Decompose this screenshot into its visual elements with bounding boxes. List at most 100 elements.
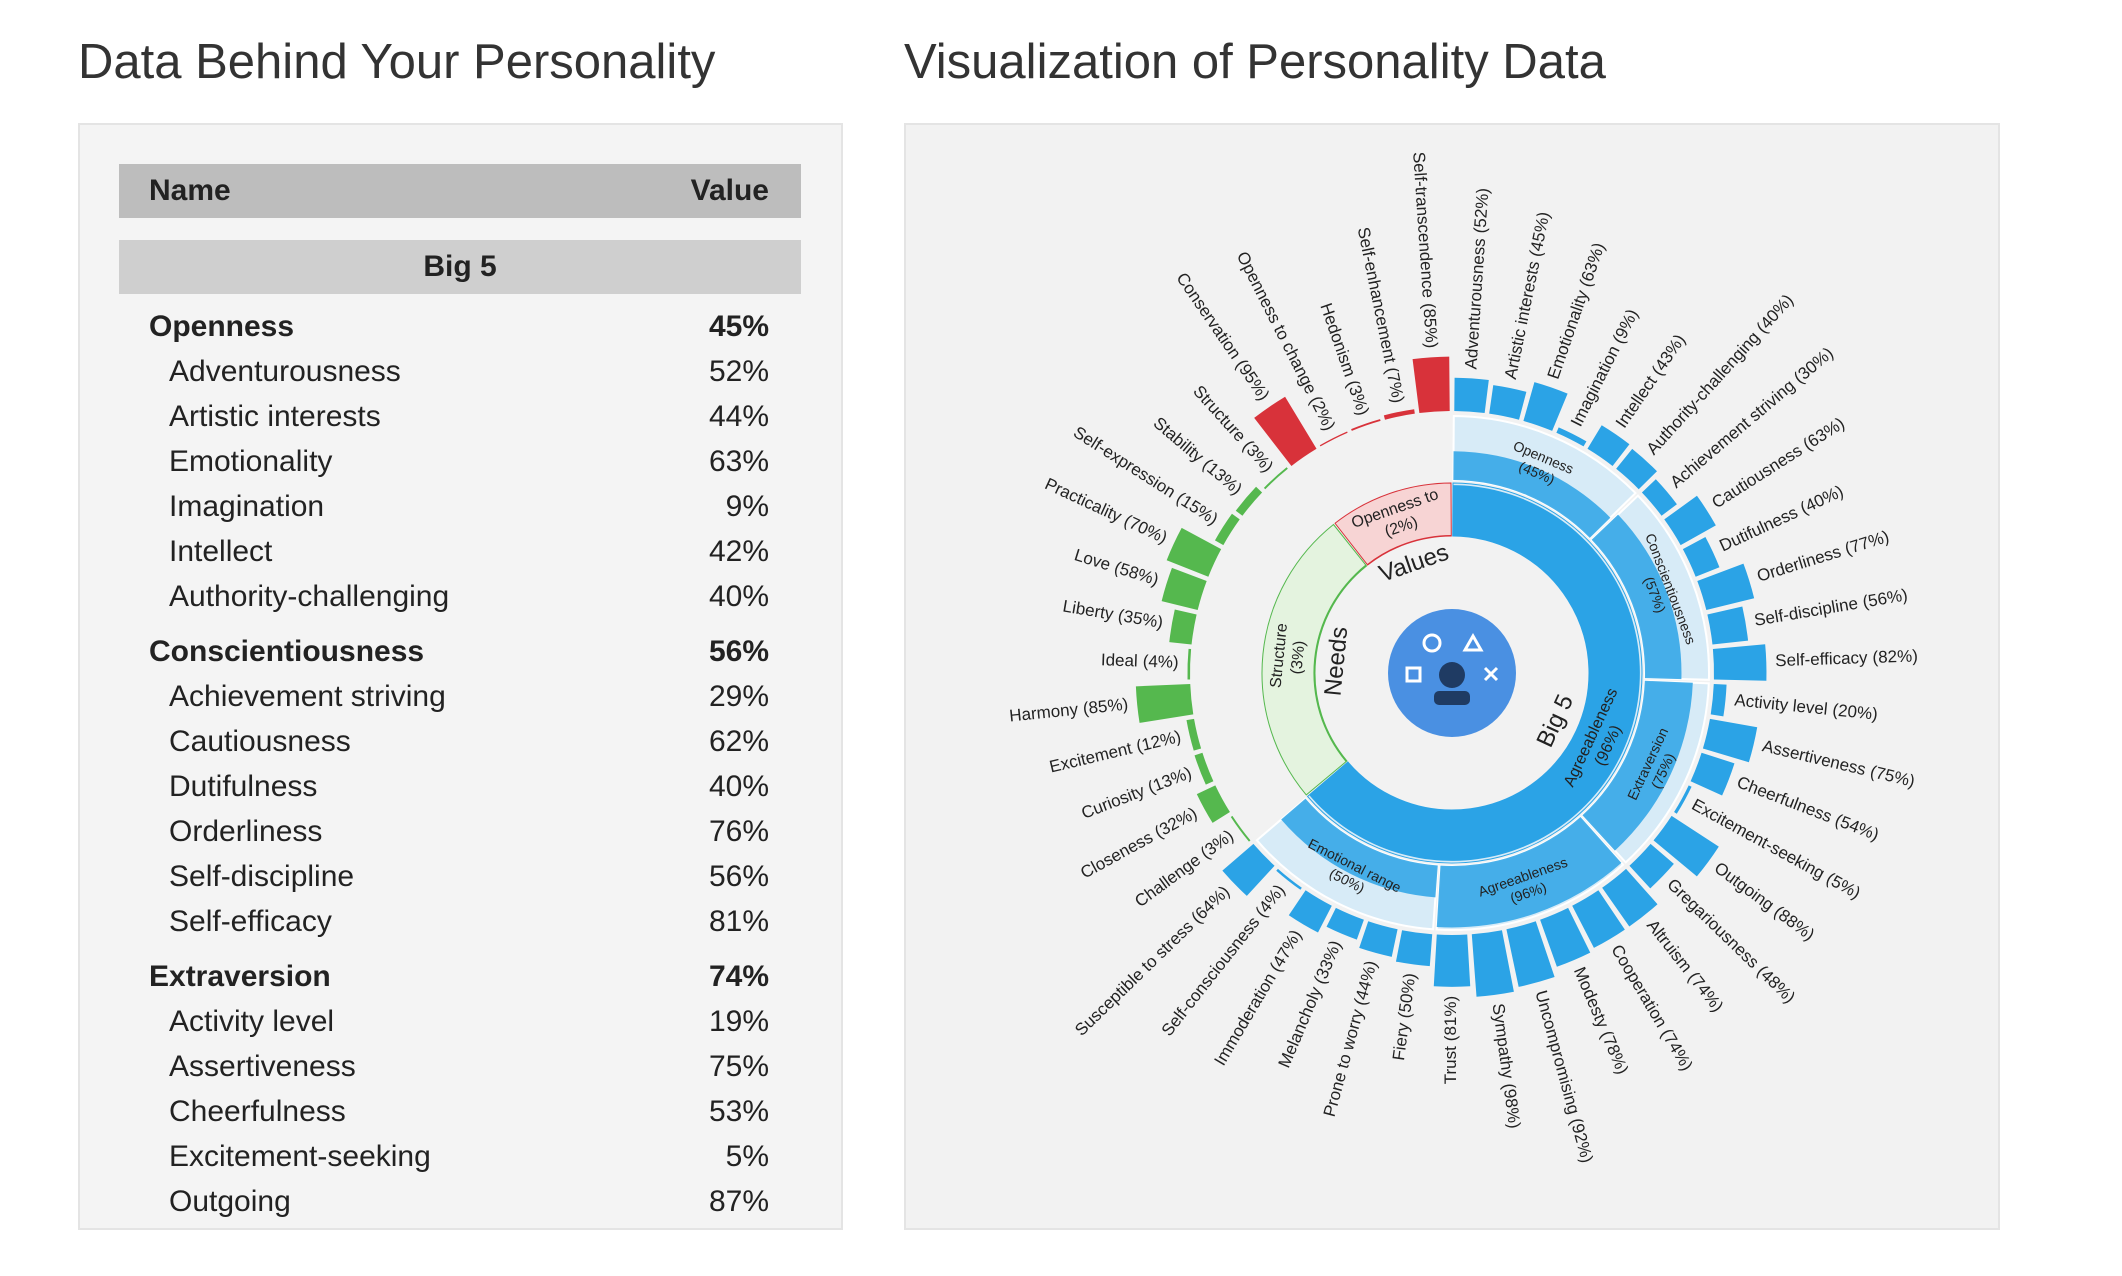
facet-bar	[1194, 752, 1214, 785]
facet-name: Artistic interests	[169, 400, 381, 433]
facet-name: Self-transcendence	[1409, 151, 1438, 298]
facet-label: Adventurousness (52%)	[1462, 187, 1493, 370]
facet-name: Imagination	[169, 490, 325, 523]
facet-name: Dutifulness	[1717, 503, 1801, 556]
facet-value: 56%	[708, 860, 769, 893]
facet-bar	[1230, 815, 1251, 842]
facet-value: (43%)	[1648, 331, 1689, 379]
facet-value: (44%)	[1351, 959, 1381, 1008]
facet-value: 40%	[708, 770, 769, 803]
facet-value: (63%)	[1576, 240, 1609, 289]
facet-value: (74%)	[1684, 968, 1727, 1015]
facet-row: Outgoing 87%	[149, 1182, 769, 1222]
facet-label: Assertiveness(75%)	[1760, 737, 1916, 792]
facet-name: Excitement	[1048, 739, 1134, 777]
facet-name: Orderliness	[1755, 542, 1844, 586]
facet-name: Uncompromising	[1531, 988, 1583, 1116]
facet-value: 29%	[708, 680, 769, 713]
icon-triangle	[1462, 632, 1484, 652]
facet-label: Artistic interests(45%)	[1501, 210, 1554, 381]
facet-name: Adventurousness	[1462, 238, 1490, 370]
facet-name: Self-efficacy	[1775, 649, 1868, 671]
trait-value: 74%	[708, 960, 769, 993]
facet-name: Outgoing	[169, 1185, 291, 1218]
facet-label: Modesty(78%)	[1569, 964, 1631, 1077]
facet-value: 44%	[708, 400, 769, 433]
facet-bar	[1702, 718, 1758, 763]
icon-body	[1434, 691, 1470, 705]
facet-row: Self-discipline 56%	[149, 857, 769, 897]
facet-bar	[1682, 536, 1720, 577]
facet-value: (95%)	[1232, 356, 1273, 404]
facet-value: 75%	[708, 1050, 769, 1083]
facet-name: Self-discipline	[1753, 594, 1860, 630]
trait-fill	[1281, 798, 1438, 898]
facet-bar	[1433, 934, 1471, 987]
icon-square	[1405, 666, 1422, 683]
facet-bar	[1523, 382, 1568, 431]
summary-label: Structure(3%)	[1268, 622, 1311, 690]
facet-label: Love(58%)	[1072, 546, 1161, 590]
facet-value: (48%)	[1753, 962, 1799, 1007]
facet-row: Assertiveness 75%	[149, 1047, 769, 1087]
facet-row: Emotionality 63%	[149, 442, 769, 482]
facet-value: (9%)	[1609, 306, 1642, 347]
facet-name: Artistic interests	[1501, 260, 1544, 381]
facet-value: (47%)	[1266, 927, 1305, 976]
facet-label: Excitement(12%)	[1048, 727, 1183, 777]
icon-cross	[1483, 666, 1499, 682]
facet-label: Self-discipline (56%)	[1753, 586, 1909, 631]
facet-bar	[1506, 921, 1555, 987]
trait-fill	[1591, 514, 1682, 680]
summary-label-value: (3%)	[1288, 640, 1308, 675]
facet-value: (2%)	[1305, 393, 1338, 434]
facet-name: Immoderation	[1211, 970, 1280, 1069]
facet-label: Activity level (20%)	[1734, 691, 1879, 724]
facet-value: (40%)	[1797, 482, 1846, 518]
icon-circle-shape	[1422, 633, 1442, 653]
facet-bar	[1326, 907, 1364, 940]
facet-name: Curiosity	[1079, 781, 1148, 823]
facet-bar	[1653, 815, 1719, 877]
facet-bar	[1697, 563, 1755, 611]
facet-bar	[1383, 409, 1415, 420]
facet-value: (88%)	[1770, 903, 1818, 945]
facet-name: Intellect	[1612, 372, 1661, 431]
facet-value: (50%)	[1395, 972, 1420, 1019]
facet-value: (56%)	[1861, 586, 1909, 612]
facet-bar	[1169, 609, 1197, 645]
facet-value: (13%)	[1199, 455, 1246, 499]
facet-name: Assertiveness	[169, 1050, 356, 1083]
facet-name: Dutifulness	[169, 770, 318, 803]
facet-bar	[1254, 396, 1317, 466]
facet-name: Modesty	[1569, 964, 1612, 1031]
facet-value: 40%	[708, 580, 769, 613]
facet-value: (40%)	[1753, 291, 1798, 337]
table-title: Data Behind Your Personality	[78, 35, 716, 89]
facet-value: (81%)	[1441, 996, 1460, 1041]
trait-value: 45%	[708, 310, 769, 343]
facet-bar	[1602, 868, 1658, 927]
facet-value: (7%)	[1382, 366, 1408, 405]
table-header: Name Value	[119, 164, 801, 218]
facet-value: (20%)	[1832, 701, 1879, 724]
facet-label: Fiery(50%)	[1389, 972, 1420, 1062]
facet-bar	[1196, 785, 1230, 823]
facet-name: Emotionality	[1544, 288, 1592, 382]
trait-row: Extraversion 74%	[149, 957, 769, 997]
trait-name: Extraversion	[149, 960, 331, 993]
facet-bar	[1351, 419, 1381, 431]
facet-value: (13%)	[1145, 764, 1194, 798]
facet-row: Achievement striving 29%	[149, 677, 769, 717]
facet-bar	[1222, 843, 1275, 896]
facet-name: Adventurousness	[169, 355, 401, 388]
facet-value: (75%)	[1868, 762, 1917, 791]
visualization-title: Visualization of Personality Data	[904, 35, 1606, 89]
facet-name: Authority-challenging	[169, 580, 450, 613]
column-header: Name	[149, 174, 231, 207]
facet-value: (15%)	[1173, 489, 1221, 529]
facet-value: (77%)	[1843, 527, 1892, 559]
facet-value: (45%)	[1526, 210, 1554, 258]
section-header: Big 5	[119, 240, 801, 294]
